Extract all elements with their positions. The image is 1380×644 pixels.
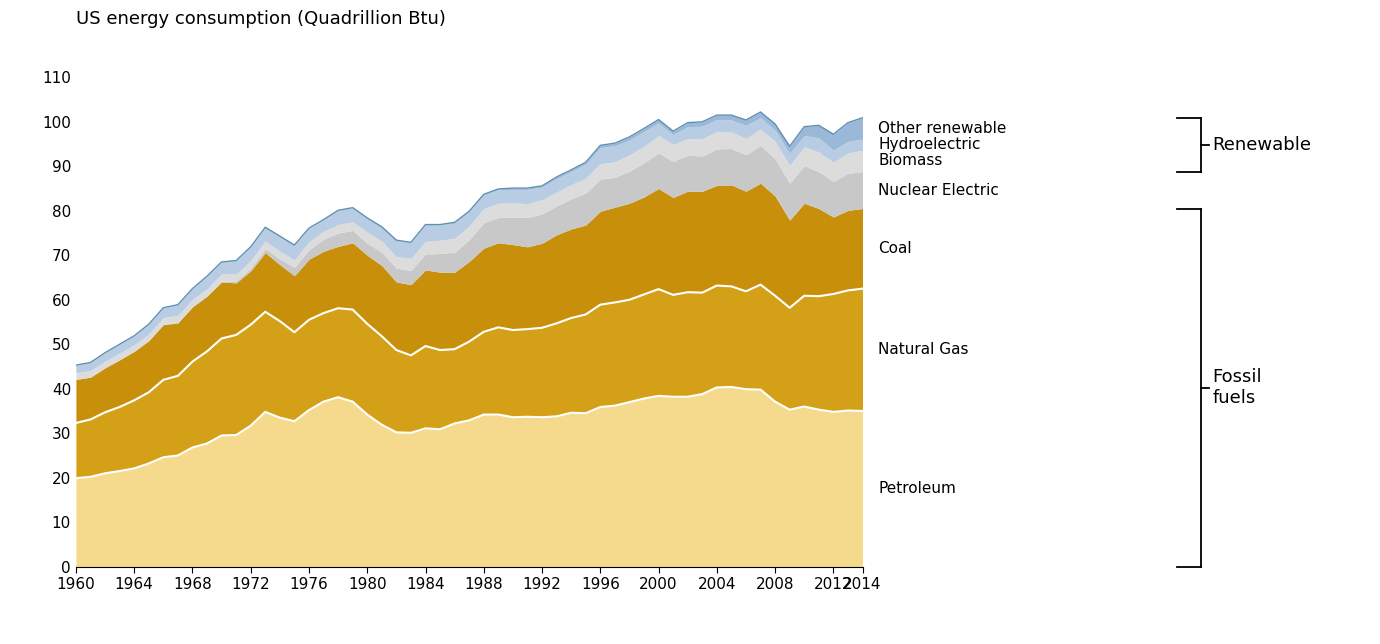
Text: Other renewable: Other renewable <box>878 121 1006 136</box>
Text: Natural Gas: Natural Gas <box>878 343 969 357</box>
Text: Coal: Coal <box>878 241 912 256</box>
Text: Renewable: Renewable <box>1213 136 1311 154</box>
Text: US energy consumption (Quadrillion Btu): US energy consumption (Quadrillion Btu) <box>76 10 446 28</box>
Text: Nuclear Electric: Nuclear Electric <box>878 182 999 198</box>
Text: Petroleum: Petroleum <box>878 481 956 497</box>
Text: Hydroelectric: Hydroelectric <box>878 137 981 152</box>
Text: Fossil
fuels: Fossil fuels <box>1213 368 1263 407</box>
Text: Biomass: Biomass <box>878 153 943 169</box>
